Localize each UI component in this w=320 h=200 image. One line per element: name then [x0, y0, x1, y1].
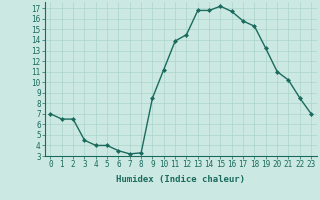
- X-axis label: Humidex (Indice chaleur): Humidex (Indice chaleur): [116, 175, 245, 184]
